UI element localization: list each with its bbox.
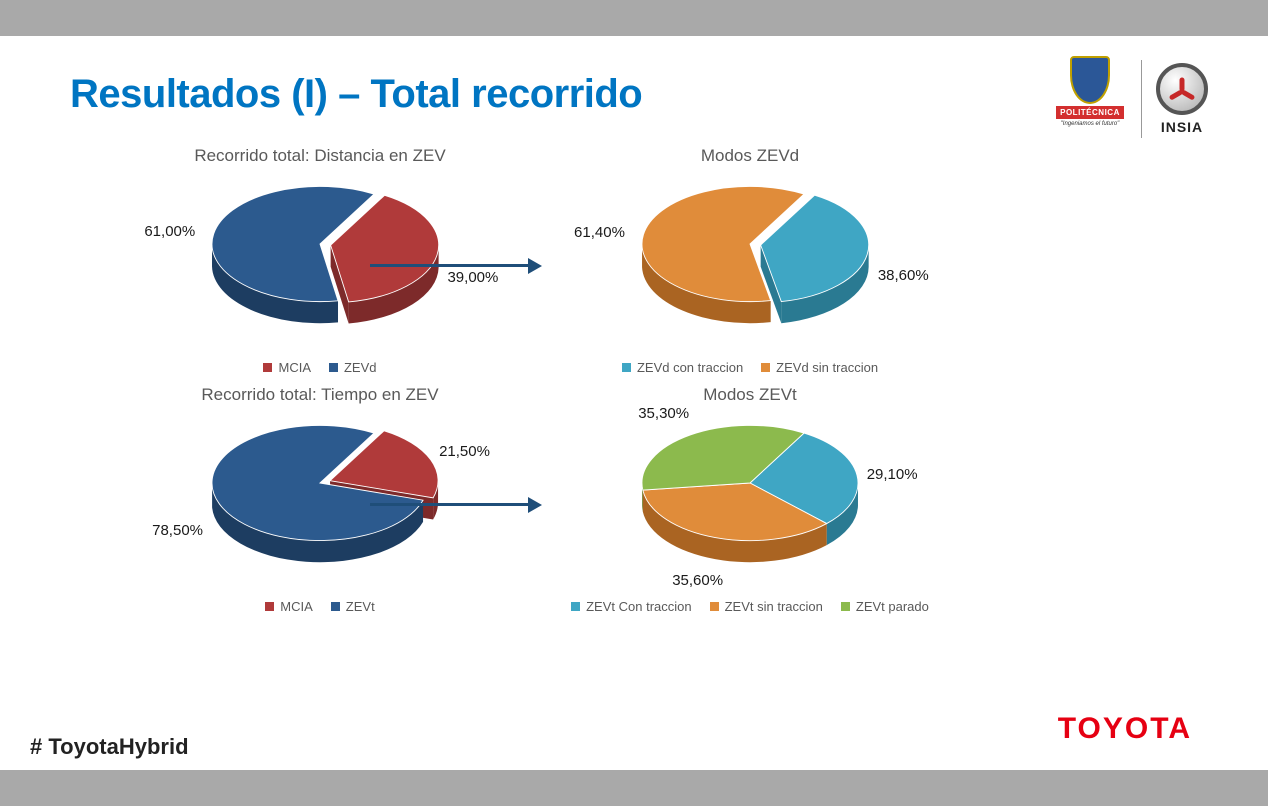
legend-label: MCIA: [280, 599, 313, 614]
legend-label: ZEVd: [344, 360, 377, 375]
data-label: 38,60%: [878, 267, 929, 284]
legend-label: ZEVt: [346, 599, 375, 614]
legend-swatch-icon: [329, 363, 338, 372]
legend-item: MCIA: [265, 599, 313, 614]
legend-label: ZEVt sin traccion: [725, 599, 823, 614]
legend-item: ZEVt: [331, 599, 375, 614]
legend-label: ZEVd sin traccion: [776, 360, 878, 375]
politecnica-sub: "Ingeniamos el futuro": [1061, 121, 1120, 127]
logo-bar: POLITÉCNICA "Ingeniamos el futuro" INSIA: [1053, 56, 1208, 142]
legend-item: MCIA: [263, 360, 311, 375]
legend-item: ZEVd con traccion: [622, 360, 743, 375]
page-title: Resultados (I) – Total recorrido: [70, 72, 642, 117]
arrow-icon: [370, 264, 530, 267]
legend-swatch-icon: [622, 363, 631, 372]
arrow-icon: [370, 503, 530, 506]
data-label: 39,00%: [447, 269, 498, 286]
legend-item: ZEVt parado: [841, 599, 929, 614]
legend-swatch-icon: [263, 363, 272, 372]
data-label: 61,00%: [144, 223, 195, 240]
legend-label: ZEVt parado: [856, 599, 929, 614]
toyota-logo: TOYOTA: [1058, 712, 1192, 746]
insia-label: INSIA: [1161, 119, 1203, 135]
chart-title: Recorrido total: Distancia en ZEV: [194, 146, 445, 166]
legend-swatch-icon: [265, 602, 274, 611]
legend-item: ZEVd sin traccion: [761, 360, 878, 375]
hashtag-label: # ToyotaHybrid: [30, 734, 189, 760]
shield-icon: [1070, 56, 1110, 104]
legend-swatch-icon: [841, 602, 850, 611]
legend-swatch-icon: [571, 602, 580, 611]
logo-divider: [1141, 60, 1142, 138]
legend-label: ZEVd con traccion: [637, 360, 743, 375]
chart-modos-zevt: Modos ZEVt 29,10%35,60%35,30% ZEVt Con t…: [540, 385, 960, 614]
data-label: 61,40%: [574, 224, 625, 241]
data-label: 29,10%: [867, 466, 918, 483]
legend-label: MCIA: [278, 360, 311, 375]
chart-modos-zevd: Modos ZEVd 38,60%61,40% ZEVd con traccio…: [540, 146, 960, 375]
legend-modos-zevd: ZEVd con traccion ZEVd sin traccion: [622, 360, 878, 375]
politecnica-label: POLITÉCNICA: [1056, 106, 1124, 119]
pie-distancia: 39,00%61,00%: [175, 172, 465, 352]
pie-modos-zevt: 29,10%35,60%35,30%: [605, 411, 895, 591]
data-label: 35,60%: [672, 572, 723, 589]
legend-swatch-icon: [761, 363, 770, 372]
insia-icon: [1156, 63, 1208, 115]
chart-title: Modos ZEVt: [703, 385, 797, 405]
slide: Resultados (I) – Total recorrido POLITÉC…: [0, 36, 1268, 770]
pie-tiempo: 21,50%78,50%: [175, 411, 465, 591]
legend-item: ZEVt sin traccion: [710, 599, 823, 614]
legend-distancia: MCIA ZEVd: [263, 360, 376, 375]
legend-item: ZEVt Con traccion: [571, 599, 692, 614]
chart-title: Recorrido total: Tiempo en ZEV: [201, 385, 438, 405]
legend-swatch-icon: [710, 602, 719, 611]
pie-modos-zevd: 38,60%61,40%: [605, 172, 895, 352]
legend-item: ZEVd: [329, 360, 377, 375]
legend-tiempo: MCIA ZEVt: [265, 599, 374, 614]
politecnica-logo: POLITÉCNICA "Ingeniamos el futuro": [1053, 56, 1127, 142]
chart-distancia: Recorrido total: Distancia en ZEV 39,00%…: [110, 146, 530, 375]
data-label: 21,50%: [439, 443, 490, 460]
charts-grid: Recorrido total: Distancia en ZEV 39,00%…: [110, 146, 960, 614]
data-label: 78,50%: [152, 522, 203, 539]
insia-logo: INSIA: [1156, 63, 1208, 135]
legend-label: ZEVt Con traccion: [586, 599, 692, 614]
chart-title: Modos ZEVd: [701, 146, 799, 166]
legend-swatch-icon: [331, 602, 340, 611]
chart-tiempo: Recorrido total: Tiempo en ZEV 21,50%78,…: [110, 385, 530, 614]
data-label: 35,30%: [638, 405, 689, 422]
legend-modos-zevt: ZEVt Con traccion ZEVt sin traccion ZEVt p…: [571, 599, 929, 614]
